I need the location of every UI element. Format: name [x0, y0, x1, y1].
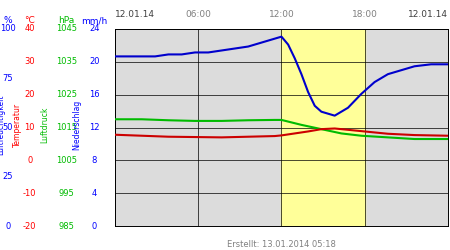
Text: 18:00: 18:00 [352, 10, 378, 19]
Text: Luftfeuchtigkeit: Luftfeuchtigkeit [0, 95, 5, 155]
Text: 30: 30 [24, 57, 35, 66]
Text: 06:00: 06:00 [185, 10, 211, 19]
Text: 100: 100 [0, 24, 16, 33]
Text: 1015: 1015 [56, 123, 77, 132]
Text: 50: 50 [3, 123, 14, 132]
Text: 985: 985 [58, 222, 75, 231]
Text: 8: 8 [92, 156, 97, 165]
Text: 1035: 1035 [56, 57, 77, 66]
Text: 0: 0 [5, 222, 11, 231]
Text: Luftdruck: Luftdruck [40, 107, 50, 143]
Text: 20: 20 [24, 90, 35, 99]
Text: Niederschlag: Niederschlag [72, 100, 81, 150]
Text: 25: 25 [3, 172, 14, 182]
Text: 0: 0 [92, 222, 97, 231]
Text: 12.01.14: 12.01.14 [115, 10, 155, 19]
Text: 40: 40 [24, 24, 35, 33]
Text: hPa: hPa [58, 16, 75, 25]
Text: 1005: 1005 [56, 156, 77, 165]
Text: -20: -20 [23, 222, 36, 231]
Text: 1025: 1025 [56, 90, 77, 99]
Text: 20: 20 [89, 57, 100, 66]
Text: 0: 0 [27, 156, 32, 165]
Text: 10: 10 [24, 123, 35, 132]
Text: Erstellt: 13.01.2014 05:18: Erstellt: 13.01.2014 05:18 [227, 240, 336, 249]
Text: Temperatur: Temperatur [13, 103, 22, 147]
Text: 16: 16 [89, 90, 100, 99]
Bar [282, 29, 364, 226]
Text: mm/h: mm/h [81, 16, 108, 25]
Text: -10: -10 [23, 189, 36, 198]
Text: %: % [4, 16, 13, 25]
Text: 12.01.14: 12.01.14 [408, 10, 448, 19]
Text: 995: 995 [58, 189, 74, 198]
Text: 24: 24 [89, 24, 100, 33]
Text: 12: 12 [89, 123, 100, 132]
Text: °C: °C [24, 16, 35, 25]
Text: 1045: 1045 [56, 24, 77, 33]
Text: 75: 75 [3, 74, 14, 82]
Text: 12:00: 12:00 [269, 10, 294, 19]
Text: 4: 4 [92, 189, 97, 198]
